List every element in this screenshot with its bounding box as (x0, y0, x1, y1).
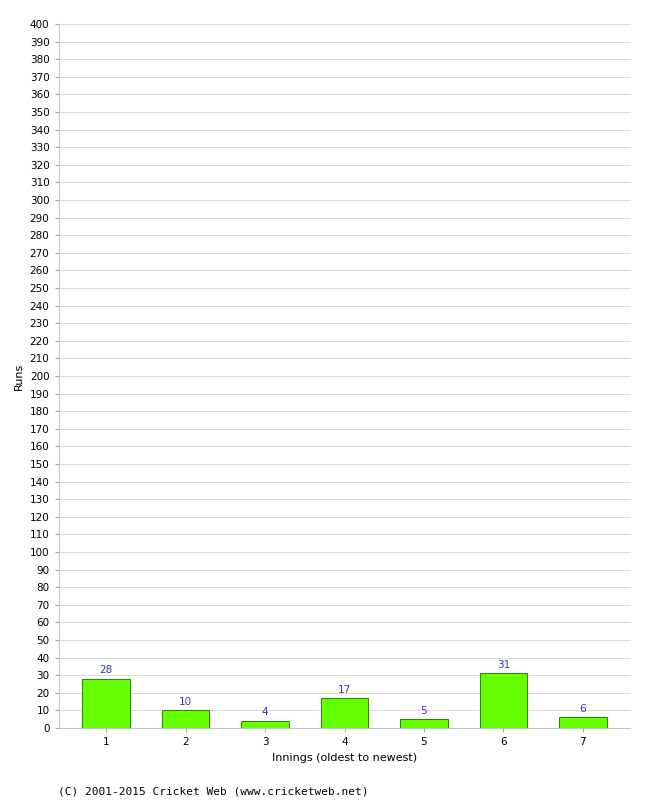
Bar (241, 721, 289, 728)
Bar (400, 719, 448, 728)
Text: 28: 28 (99, 666, 113, 675)
Y-axis label: Runs: Runs (14, 362, 24, 390)
Text: (C) 2001-2015 Cricket Web (www.cricketweb.net): (C) 2001-2015 Cricket Web (www.cricketwe… (58, 786, 369, 796)
Bar (162, 710, 209, 728)
Text: 5: 5 (421, 706, 427, 716)
Bar (559, 718, 606, 728)
X-axis label: Innings (oldest to newest): Innings (oldest to newest) (272, 753, 417, 762)
Text: 4: 4 (262, 707, 268, 718)
Text: 6: 6 (580, 704, 586, 714)
Text: 10: 10 (179, 697, 192, 707)
Text: 17: 17 (338, 685, 351, 694)
Text: 31: 31 (497, 660, 510, 670)
Bar (320, 698, 369, 728)
Bar (480, 674, 527, 728)
Bar (83, 678, 130, 728)
